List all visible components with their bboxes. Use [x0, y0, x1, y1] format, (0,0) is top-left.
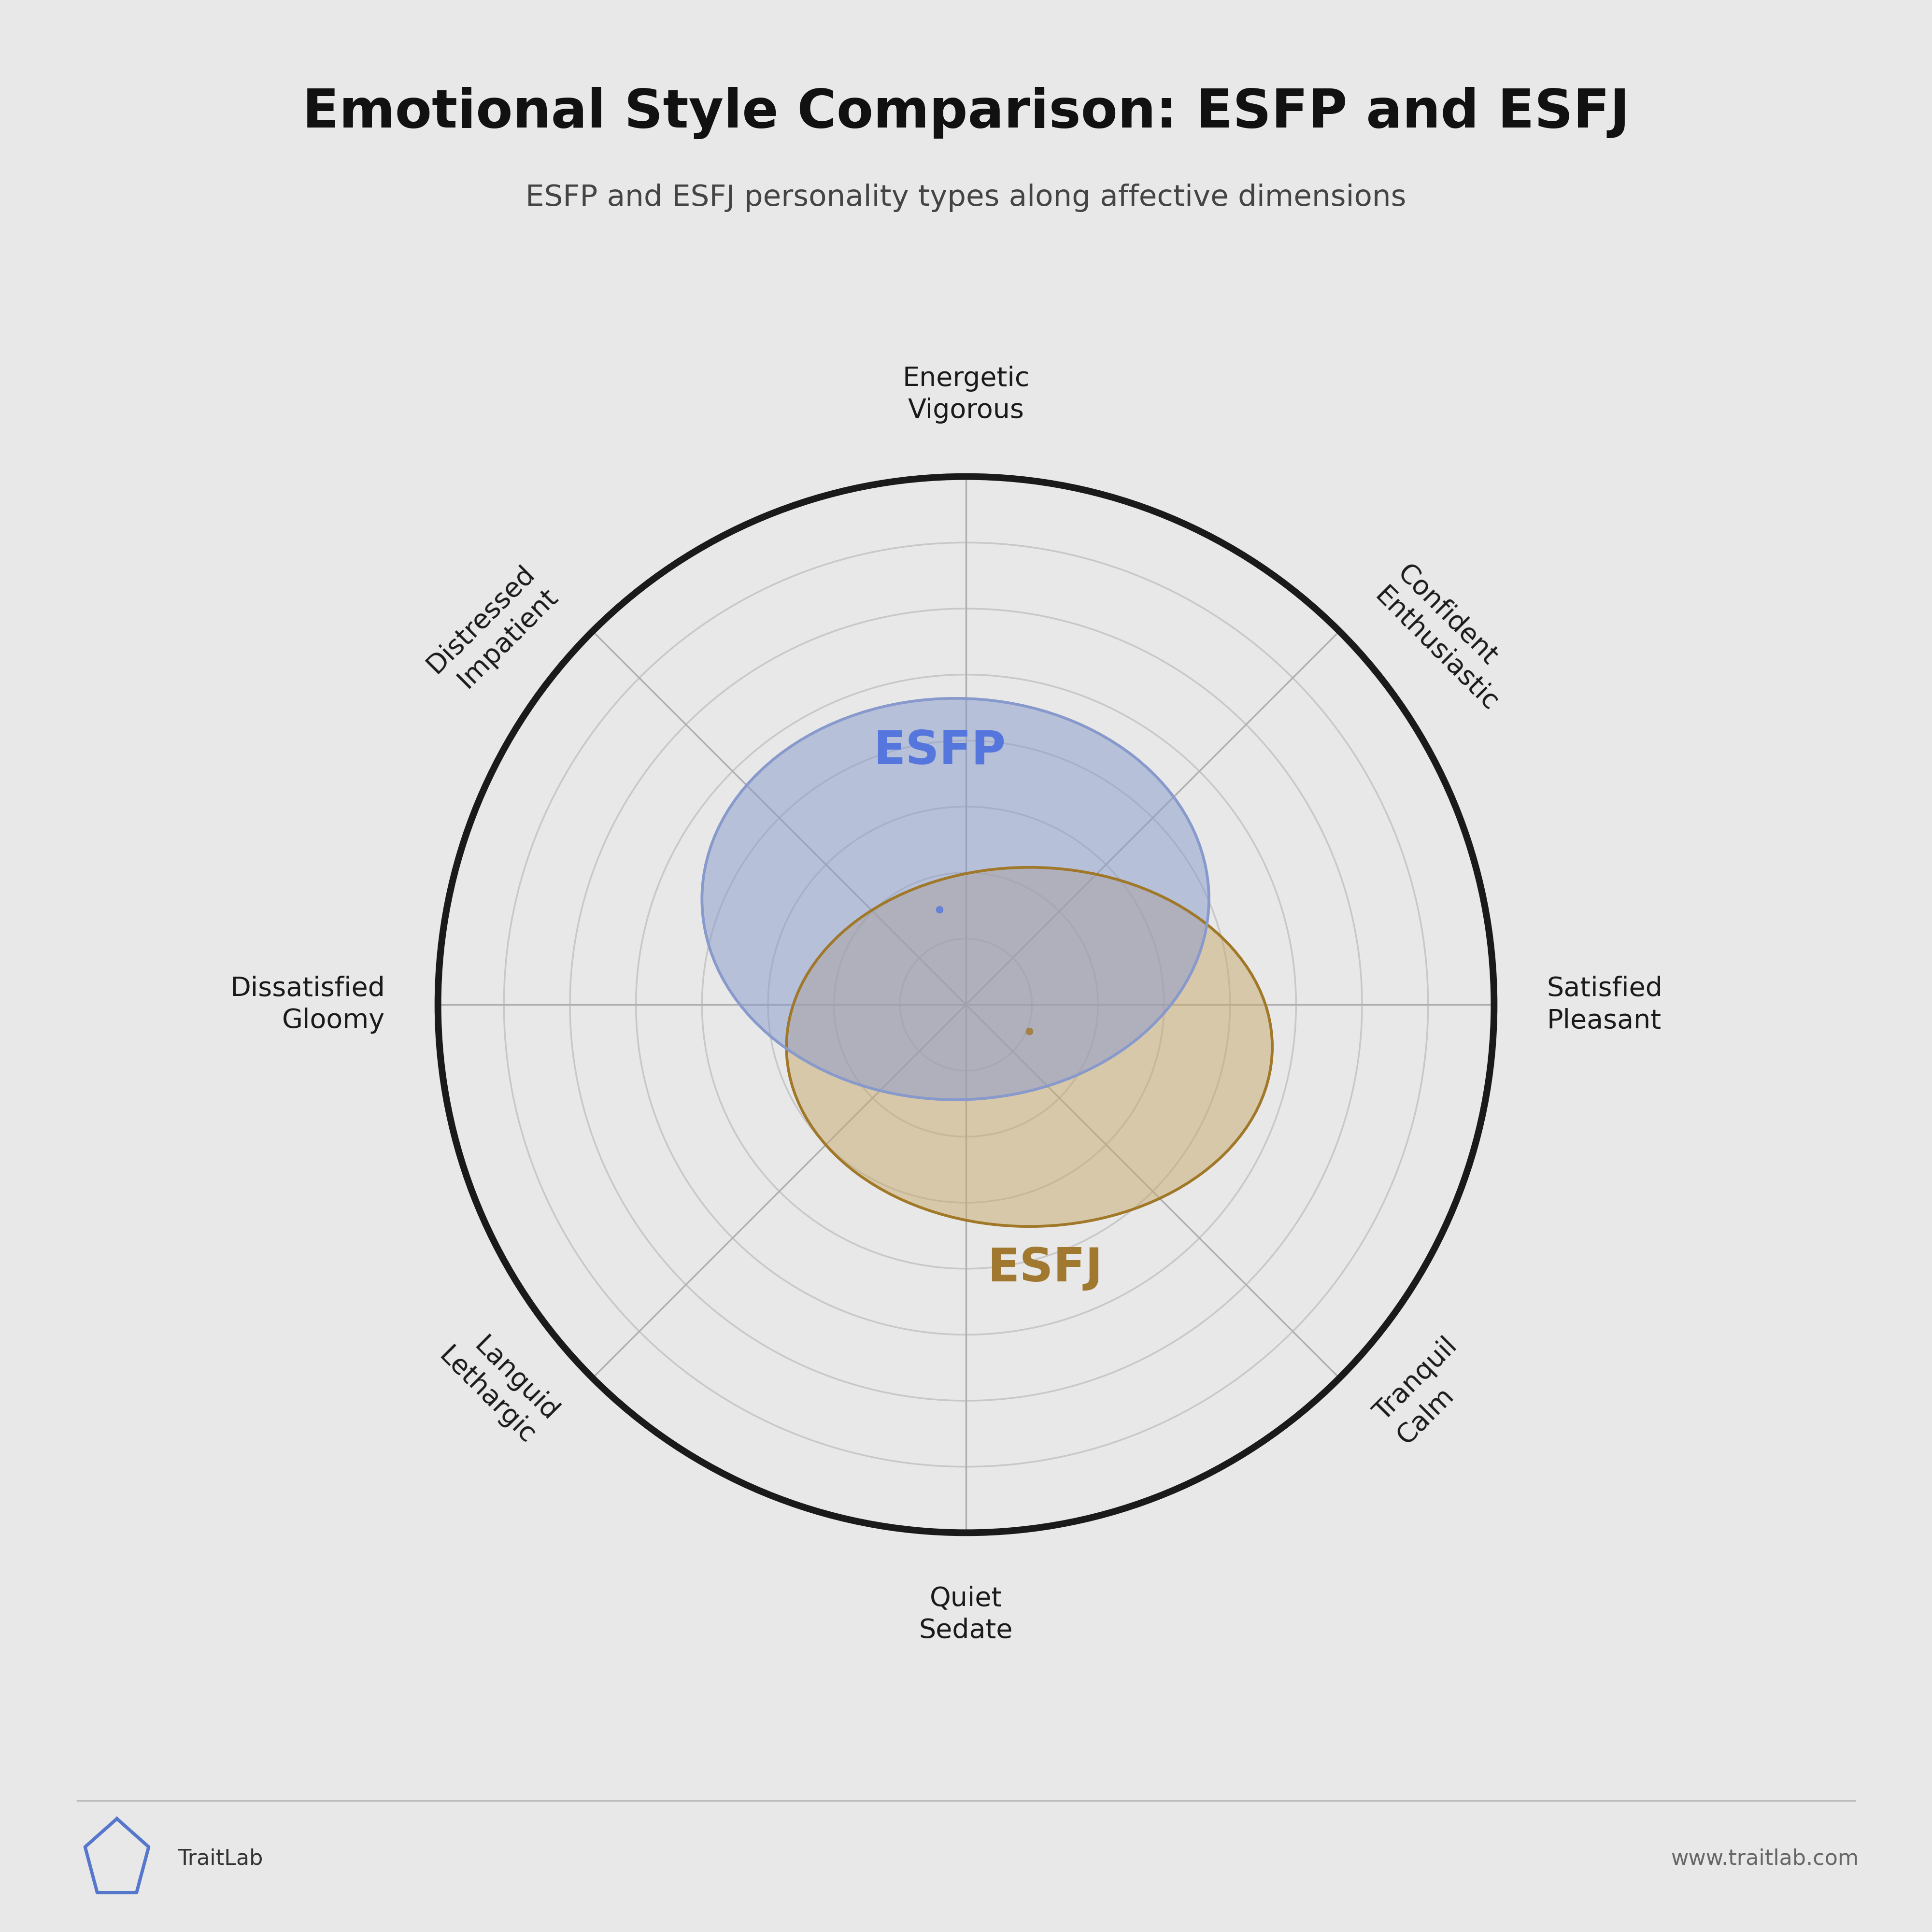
- Text: TraitLab: TraitLab: [178, 1849, 263, 1868]
- Text: ESFP: ESFP: [873, 728, 1007, 773]
- Text: ESFP and ESFJ personality types along affective dimensions: ESFP and ESFJ personality types along af…: [526, 184, 1406, 213]
- Text: Energetic
Vigorous: Energetic Vigorous: [902, 365, 1030, 423]
- Text: Tranquil
Calm: Tranquil Calm: [1370, 1333, 1486, 1449]
- Text: Languid
Lethargic: Languid Lethargic: [433, 1320, 562, 1449]
- Text: Dissatisfied
Gloomy: Dissatisfied Gloomy: [230, 976, 384, 1034]
- Text: Confident
Enthusiastic: Confident Enthusiastic: [1370, 560, 1526, 717]
- Text: ESFJ: ESFJ: [987, 1246, 1103, 1291]
- Text: Emotional Style Comparison: ESFP and ESFJ: Emotional Style Comparison: ESFP and ESF…: [301, 87, 1631, 139]
- Ellipse shape: [786, 867, 1273, 1227]
- Text: www.traitlab.com: www.traitlab.com: [1671, 1849, 1859, 1868]
- Text: Distressed
Impatient: Distressed Impatient: [421, 560, 562, 701]
- Text: Satisfied
Pleasant: Satisfied Pleasant: [1548, 976, 1663, 1034]
- Ellipse shape: [701, 697, 1209, 1099]
- Text: Quiet
Sedate: Quiet Sedate: [920, 1586, 1012, 1644]
